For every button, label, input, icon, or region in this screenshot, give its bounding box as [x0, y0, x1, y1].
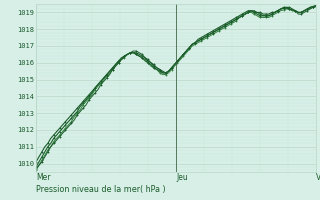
- X-axis label: Pression niveau de la mer( hPa ): Pression niveau de la mer( hPa ): [36, 185, 166, 194]
